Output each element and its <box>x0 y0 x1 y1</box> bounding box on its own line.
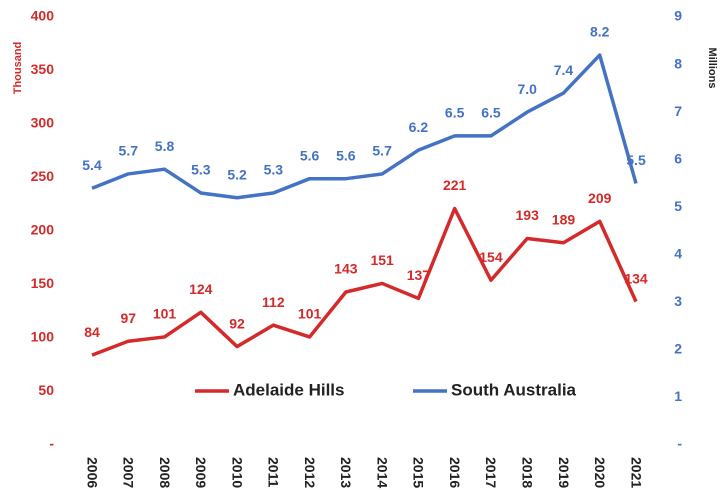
x-tick-label: 2016 <box>447 457 463 488</box>
data-label: 112 <box>262 294 285 310</box>
data-label: 5.8 <box>155 138 175 154</box>
y2-tick-label: - <box>677 436 682 452</box>
data-label: 5.7 <box>119 143 139 159</box>
y-tick-label: 50 <box>38 382 54 398</box>
y2-tick-label: 3 <box>674 293 682 309</box>
x-tick-label: 2006 <box>84 457 100 488</box>
data-label: 5.6 <box>300 147 320 163</box>
data-label: 5.5 <box>626 152 646 168</box>
x-tick-label: 2021 <box>628 457 644 488</box>
data-label: 5.7 <box>372 143 392 159</box>
x-tick-label: 2017 <box>483 457 499 488</box>
x-tick-label: 2018 <box>519 457 535 488</box>
y-tick-label: 250 <box>31 168 55 184</box>
x-tick-label: 2015 <box>411 457 427 488</box>
data-label: 221 <box>443 177 467 193</box>
data-label: 101 <box>153 306 177 322</box>
series-line <box>91 206 638 357</box>
data-label: 5.2 <box>227 166 247 182</box>
y-tick-label: 150 <box>31 275 55 291</box>
data-label: 6.5 <box>445 105 465 121</box>
data-label: 6.2 <box>409 119 429 135</box>
legend-label: Adelaide Hills <box>233 380 344 399</box>
x-tick-label: 2013 <box>338 457 354 488</box>
x-tick-label: 2020 <box>592 457 608 488</box>
data-label: 8.2 <box>590 24 610 40</box>
x-tick-label: 2019 <box>556 457 572 488</box>
x-tick-label: 2014 <box>374 457 390 488</box>
data-label: 84 <box>84 324 100 340</box>
data-label: 101 <box>298 306 322 322</box>
data-label: 209 <box>588 190 612 206</box>
data-label: 154 <box>479 249 503 265</box>
y2-tick-label: 4 <box>674 245 682 261</box>
y2-tick-label: 9 <box>674 8 682 24</box>
data-label: 7.0 <box>517 81 537 97</box>
y2-tick-label: 8 <box>674 55 682 71</box>
data-label: 193 <box>516 207 540 223</box>
data-label: 5.4 <box>82 157 102 173</box>
y2-tick-label: 6 <box>674 150 682 166</box>
data-label: 6.5 <box>481 105 501 121</box>
y-tick-label: 100 <box>31 329 55 345</box>
y-tick-label: 350 <box>31 61 55 77</box>
data-label: 92 <box>229 315 245 331</box>
x-tick-label: 2012 <box>302 457 318 488</box>
y2-tick-label: 7 <box>674 103 682 119</box>
data-label: 143 <box>334 261 358 277</box>
data-label: 5.6 <box>336 147 356 163</box>
data-label: 97 <box>120 310 136 326</box>
y2-tick-label: 1 <box>674 388 682 404</box>
data-label: 134 <box>624 270 648 286</box>
x-tick-label: 2008 <box>157 457 173 488</box>
data-label: 5.3 <box>264 162 284 178</box>
x-tick-label: 2007 <box>121 457 137 488</box>
data-label: 5.3 <box>191 162 211 178</box>
data-label: 189 <box>552 211 576 227</box>
data-label: 137 <box>407 267 431 283</box>
y-tick-label: 300 <box>31 115 55 131</box>
y2-axis-label: Millions <box>706 48 718 89</box>
data-label: 151 <box>370 252 394 268</box>
x-tick-label: 2009 <box>193 457 209 488</box>
y-tick-label: 400 <box>31 8 55 24</box>
y-axis-label: Thousand <box>12 42 24 95</box>
legend-label: South Australia <box>451 380 577 399</box>
y-tick-label: 200 <box>31 222 55 238</box>
data-label: 124 <box>189 281 213 297</box>
x-tick-label: 2011 <box>266 457 282 488</box>
x-tick-label: 2010 <box>229 457 245 488</box>
data-label: 7.4 <box>554 62 574 78</box>
series-line <box>91 53 638 200</box>
y-tick-label: - <box>49 436 54 452</box>
y2-tick-label: 5 <box>674 198 682 214</box>
y2-tick-label: 2 <box>674 341 682 357</box>
